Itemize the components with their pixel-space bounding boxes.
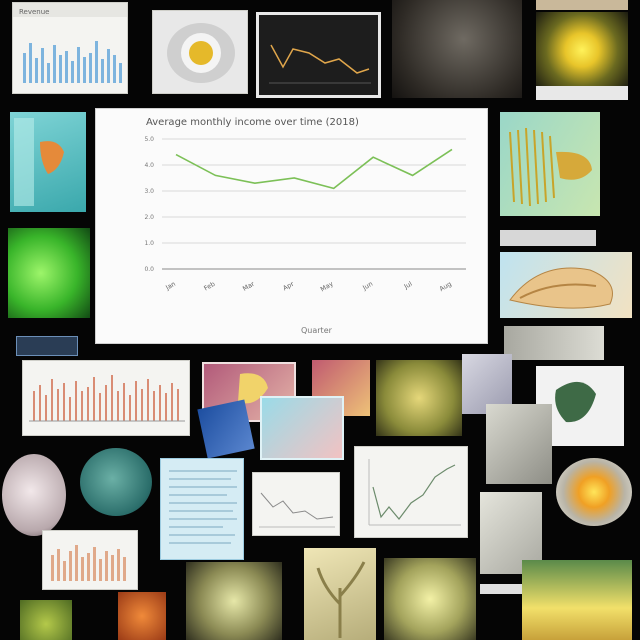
white-line-chart	[259, 492, 335, 528]
red-bar-chart	[29, 375, 185, 422]
thumb-cylinder	[504, 326, 604, 360]
thumb-gray-document	[486, 404, 552, 484]
x-tick-label: Jul	[402, 280, 414, 291]
leaf-illustration	[555, 381, 596, 423]
thumb-scatter-line-chart	[354, 446, 468, 538]
y-tick-label: 3.0	[144, 188, 154, 195]
thumb-orange-flower	[118, 592, 166, 640]
thumb-olive-photo	[376, 360, 462, 436]
x-tick-label: Jan	[163, 280, 177, 292]
thumb-gray-texture	[392, 0, 522, 98]
thumb-right-caption-bar	[500, 230, 596, 246]
thumb-teal-sphere	[80, 448, 152, 516]
thumb-cyan-pink	[260, 396, 344, 460]
pink-specimen-illustration	[238, 373, 268, 404]
thumb-green-coral	[8, 228, 90, 318]
thumb-sun-sphere	[556, 458, 632, 526]
thumb-orange-bar-chart	[42, 530, 138, 590]
thumb-pink-egg	[2, 454, 66, 536]
chart-grid	[162, 138, 466, 270]
thumb-red-bar-chart	[22, 360, 190, 436]
scatter-line-chart	[368, 459, 461, 526]
mini-bar-chart: Revenue	[13, 3, 127, 83]
x-tick-label: May	[319, 280, 335, 294]
mini-line-chart	[269, 44, 371, 84]
thumb-white-line-chart	[252, 472, 340, 536]
y-tick-label: 1.0	[144, 240, 154, 247]
x-axis-ticks: Jan Feb Mar Apr May Jun Jul Aug	[163, 280, 453, 294]
main-line-chart: Average monthly income over time (2018) …	[95, 108, 488, 344]
thumb-yellow-caption	[536, 86, 628, 100]
y-tick-label: 4.0	[144, 162, 154, 169]
x-tick-label: Mar	[241, 280, 256, 293]
thumb-dim-glow	[186, 562, 282, 640]
y-tick-label: 2.0	[144, 214, 154, 221]
thumb-small-caption	[480, 584, 522, 594]
thumb-yellow-coral	[522, 560, 632, 640]
y-tick-label: 5.0	[144, 136, 154, 143]
series-line	[175, 148, 453, 190]
y-axis-ticks: 0.0 1.0 2.0 3.0 4.0 5.0	[144, 136, 154, 273]
thumb-lime-glow	[384, 558, 476, 640]
shell-illustration	[509, 267, 613, 309]
y-tick-label: 0.0	[144, 266, 154, 273]
document-lines	[169, 470, 237, 544]
chart-title: Average monthly income over time (2018)	[146, 117, 359, 128]
orange-bar-chart	[51, 545, 126, 581]
egg-illustration	[167, 23, 235, 83]
thumb-text-document	[160, 458, 244, 560]
thumb-green-sprout	[20, 600, 72, 640]
x-tick-label: Aug	[438, 280, 453, 293]
specimen-illustration	[14, 118, 64, 206]
x-tick-label: Jun	[360, 280, 374, 293]
thumb-teal-specimen	[10, 112, 86, 212]
x-tick-label: Apr	[282, 280, 296, 293]
thumb-tree-sketch	[304, 548, 376, 640]
thumb-yellow-anemone	[500, 112, 600, 216]
thumb-dark-line-chart	[256, 12, 381, 98]
thumb-yellow-glow	[536, 12, 628, 88]
x-tick-label: Feb	[202, 280, 216, 293]
tree-illustration	[316, 561, 366, 638]
thumb-egg-photo	[152, 10, 248, 94]
thumb-top-right-strip	[536, 0, 628, 10]
line-chart-svg: Average monthly income over time (2018) …	[144, 117, 466, 335]
thumb-bar-chart-top-left: Revenue	[12, 2, 128, 94]
mini-chart-title: Revenue	[19, 8, 50, 16]
anemone-illustration	[509, 127, 592, 207]
thumb-small-blue-label	[16, 336, 78, 356]
thumb-shell-diagram	[500, 252, 632, 318]
thumb-blue-shard	[197, 399, 255, 459]
x-axis-label: Quarter	[301, 326, 333, 335]
